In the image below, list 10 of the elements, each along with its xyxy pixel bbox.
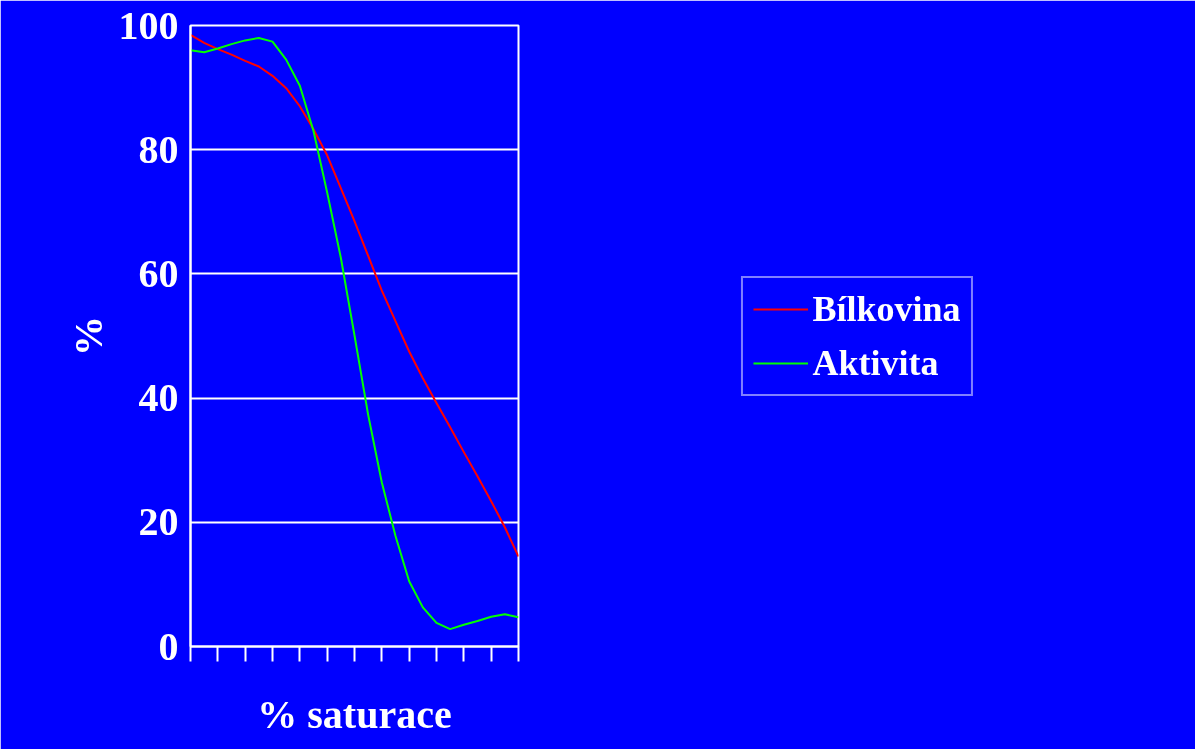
- y-tick-label: 60: [138, 250, 179, 296]
- legend-label: Bílkovina: [812, 287, 961, 330]
- y-tick-label: 0: [158, 623, 179, 669]
- y-tick-label: 20: [138, 499, 179, 545]
- x-axis-title: % saturace: [257, 691, 452, 737]
- y-tick-label: 100: [118, 2, 179, 48]
- y-axis-title: %: [65, 316, 111, 356]
- y-tick-label: 40: [138, 375, 179, 421]
- y-tick-label: 80: [138, 126, 179, 172]
- legend-label: Aktivita: [812, 341, 939, 384]
